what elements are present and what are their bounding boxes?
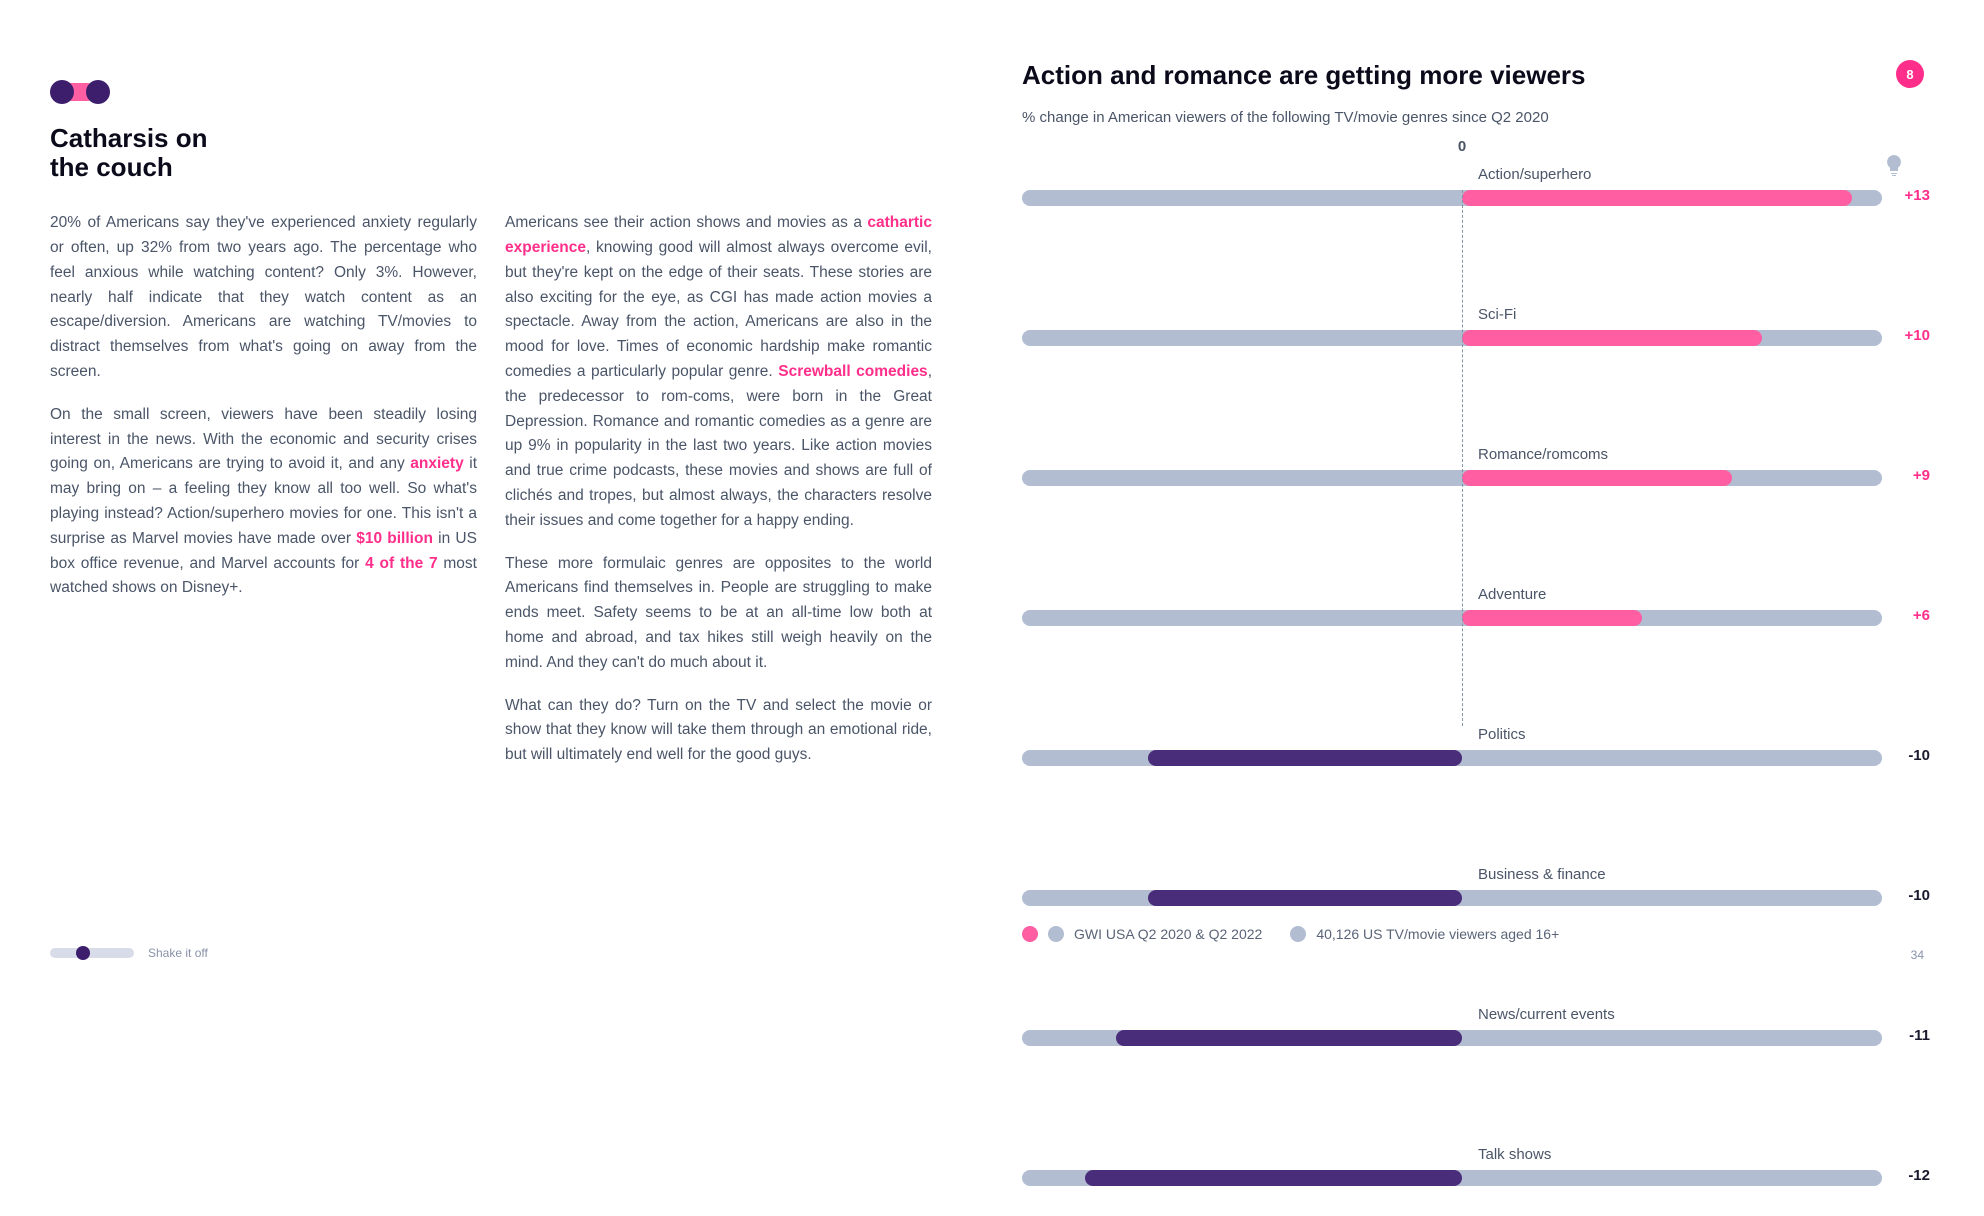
legend: GWI USA Q2 2020 & Q2 2022 40,126 US TV/m… [1022, 926, 1577, 942]
legend-dot-positive [1022, 926, 1038, 942]
chart-area: 0 Action/superhero+13Sci-Fi+10Romance/ro… [1022, 166, 1902, 726]
bar-value: -12 [1908, 1167, 1930, 1184]
body-paragraph: 20% of Americans say they've experienced… [50, 211, 477, 385]
legend-text-source: GWI USA Q2 2020 & Q2 2022 [1074, 926, 1262, 942]
body-paragraph: Americans see their action shows and mov… [505, 211, 932, 533]
bar-fill [1148, 890, 1462, 906]
page-badge: 8 [1896, 60, 1924, 88]
genre-label: Talk shows [1478, 1146, 1551, 1163]
body-text: 20% of Americans say they've experienced… [50, 211, 932, 768]
bar-value: -11 [1909, 1027, 1930, 1044]
genre-label: Politics [1478, 726, 1526, 743]
bar-row: Politics-10 [1022, 726, 1902, 796]
bar-fill [1462, 330, 1762, 346]
section-title: Catharsis on the couch [50, 124, 932, 181]
bar-fill [1462, 470, 1732, 486]
bar-value: +6 [1913, 607, 1930, 624]
genre-label: Business & finance [1478, 866, 1606, 883]
bar-row: News/current events-11 [1022, 1006, 1902, 1076]
genre-label: News/current events [1478, 1006, 1615, 1023]
bar-fill [1462, 610, 1642, 626]
bar-value: +13 [1905, 187, 1930, 204]
genre-label: Romance/romcoms [1478, 446, 1608, 463]
legend-dot-track [1048, 926, 1064, 942]
bar-row: Talk shows-12 [1022, 1146, 1902, 1216]
bar-track [1022, 610, 1882, 626]
page-number: 34 [1911, 948, 1924, 962]
left-page: Catharsis on the couch 20% of Americans … [0, 0, 992, 992]
chart-subtitle: % change in American viewers of the foll… [1022, 109, 1924, 126]
zero-label: 0 [1458, 138, 1466, 155]
genre-label: Sci-Fi [1478, 306, 1516, 323]
body-paragraph: These more formulaic genres are opposite… [505, 552, 932, 676]
legend-dot-sample [1290, 926, 1306, 942]
bar-value: -10 [1908, 747, 1930, 764]
genre-label: Adventure [1478, 586, 1546, 603]
title-line1: Catharsis on [50, 123, 208, 153]
chart-title: Action and romance are getting more view… [1022, 60, 1924, 91]
body-paragraph: What can they do? Turn on the TV and sel… [505, 694, 932, 768]
body-paragraph: On the small screen, viewers have been s… [50, 403, 477, 601]
zero-line [1462, 190, 1463, 726]
right-page: 8 Action and romance are getting more vi… [992, 0, 1984, 992]
legend-text-sample: 40,126 US TV/movie viewers aged 16+ [1316, 926, 1559, 942]
section-icon [50, 80, 110, 104]
bar-value: +10 [1905, 327, 1930, 344]
footer-text: Shake it off [148, 946, 208, 960]
title-line2: the couch [50, 152, 173, 182]
footer-pill-icon [50, 946, 134, 960]
footer-left: Shake it off [50, 946, 208, 960]
bar-fill [1116, 1030, 1462, 1046]
bar-fill [1148, 750, 1462, 766]
bar-value: +9 [1913, 467, 1930, 484]
bar-fill [1462, 190, 1852, 206]
genre-label: Action/superhero [1478, 166, 1591, 183]
bar-track [1022, 470, 1882, 486]
bar-value: -10 [1908, 887, 1930, 904]
bar-fill [1085, 1170, 1462, 1186]
